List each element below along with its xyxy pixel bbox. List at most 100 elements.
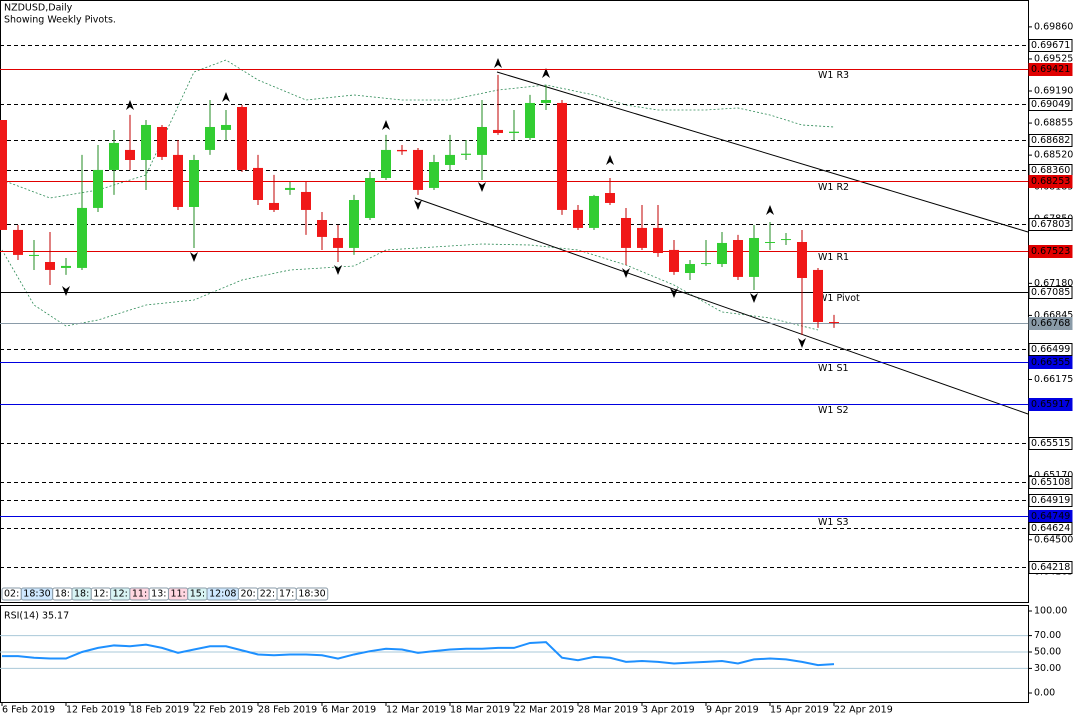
level-box xyxy=(1028,476,1073,489)
candle-body xyxy=(333,237,343,248)
level-box xyxy=(1028,218,1073,231)
channel xyxy=(414,71,1029,415)
x-tick-label: 22 Feb 2019 xyxy=(194,705,253,716)
level-box xyxy=(1028,494,1073,507)
y-tick-label: 0.68520 xyxy=(1034,150,1073,161)
y-tick-label: 0.66845 xyxy=(1034,310,1073,321)
candle-body xyxy=(621,217,631,248)
candle-body xyxy=(765,242,775,244)
candle-body xyxy=(397,149,407,152)
session-label: 18: xyxy=(55,589,70,600)
y-tick-label: 0.69190 xyxy=(1034,86,1073,97)
candle-body xyxy=(61,265,71,268)
level-label: 0.64218 xyxy=(1031,562,1070,573)
candle-body xyxy=(637,227,647,248)
level-label: 0.69421 xyxy=(1031,64,1070,75)
session-label: 11: xyxy=(170,589,185,600)
candle-body xyxy=(381,149,391,178)
level-label: 0.66768 xyxy=(1031,318,1070,329)
candle-body xyxy=(285,187,295,190)
envelope xyxy=(1,59,835,331)
session-label: 18:30 xyxy=(298,589,325,600)
candle-body xyxy=(0,119,7,230)
level-box xyxy=(1028,63,1073,76)
level-name: W1 R1 xyxy=(818,252,849,263)
candle-body xyxy=(45,262,55,270)
level-label: 0.66355 xyxy=(1031,357,1070,368)
x-tick-label: 18 Mar 2019 xyxy=(450,705,510,716)
session-label: 12:08 xyxy=(209,589,236,600)
y-tick-label: 30.00 xyxy=(1034,663,1061,674)
candle-body xyxy=(29,254,39,256)
fractals xyxy=(62,58,806,348)
candle-body xyxy=(429,162,439,188)
candle-body xyxy=(717,242,727,265)
x-tick-label: 6 Mar 2019 xyxy=(322,705,376,716)
x-tick-label: 12 Mar 2019 xyxy=(386,705,446,716)
level-box xyxy=(1028,245,1073,258)
level-label: 0.65515 xyxy=(1031,438,1070,449)
candle-body xyxy=(77,207,87,268)
level-label: 0.68360 xyxy=(1031,165,1070,176)
candle-body xyxy=(829,322,839,324)
session-label: 17: xyxy=(279,589,294,600)
candle-body xyxy=(189,159,199,207)
y-tick-label: 0.69525 xyxy=(1034,53,1073,64)
x-tick-label: 15 Apr 2019 xyxy=(770,705,829,716)
x-tick-label: 9 Apr 2019 xyxy=(706,705,759,716)
level-label: 0.65108 xyxy=(1031,477,1070,488)
rsi-title: RSI(14) 35.17 xyxy=(4,611,69,622)
level-label: 0.66499 xyxy=(1031,344,1070,355)
x-tick-label: 28 Feb 2019 xyxy=(258,705,317,716)
level-box xyxy=(1028,39,1073,52)
x-tick-label: 6 Feb 2019 xyxy=(2,705,55,716)
session-label: 13: xyxy=(151,589,166,600)
session-label: 18: xyxy=(74,589,89,600)
candle-body xyxy=(445,154,455,165)
level-label: 0.68682 xyxy=(1031,135,1070,146)
level-name: W1 R3 xyxy=(818,70,849,81)
candle-body xyxy=(733,239,743,277)
rsi-line xyxy=(2,641,835,667)
candle-body xyxy=(669,249,679,272)
level-box xyxy=(1028,134,1073,147)
session-label: 02: xyxy=(4,589,19,600)
level-label: 0.64624 xyxy=(1031,523,1070,534)
x-tick-label: 18 Feb 2019 xyxy=(130,705,189,716)
rsi-panel xyxy=(0,605,1029,703)
candle-body xyxy=(477,126,487,155)
candle-body xyxy=(685,264,695,274)
chart-subtitle: Showing Weekly Pivots. xyxy=(4,15,116,26)
candle-body xyxy=(349,199,359,248)
y-tick-label: 70.00 xyxy=(1034,630,1061,641)
level-label: 0.67523 xyxy=(1031,246,1070,257)
x-tick-label: 12 Feb 2019 xyxy=(66,705,125,716)
y-tick-label: 0.68855 xyxy=(1034,118,1073,129)
level-label: 0.67803 xyxy=(1031,219,1070,230)
level-box xyxy=(1028,343,1073,356)
x-tick-label: 22 Mar 2019 xyxy=(514,705,574,716)
y-tick-label: 0.64500 xyxy=(1034,534,1073,545)
session-label: 12: xyxy=(113,589,128,600)
candle-body xyxy=(605,193,615,203)
level-box xyxy=(1028,522,1073,535)
level-box xyxy=(1028,398,1073,411)
candle-body xyxy=(653,227,663,254)
level-name: W1 R2 xyxy=(818,182,849,193)
level-label: 0.64919 xyxy=(1031,495,1070,506)
candle-body xyxy=(749,237,759,277)
level-label: 0.68253 xyxy=(1031,176,1070,187)
y-tick-label: 0.66175 xyxy=(1034,374,1073,385)
level-label: 0.64749 xyxy=(1031,511,1070,522)
level-label: 0.65917 xyxy=(1031,399,1070,410)
y-tick-label: 0.00 xyxy=(1034,688,1055,699)
session-label: 22: xyxy=(260,589,275,600)
level-name: W1 S3 xyxy=(818,517,849,528)
level-name: W1 S1 xyxy=(818,363,849,374)
session-label: 11: xyxy=(132,589,147,600)
candle-body xyxy=(205,126,215,150)
candle-body xyxy=(781,239,791,241)
chart-title: NZDUSD,Daily xyxy=(4,3,73,14)
candle-body xyxy=(365,177,375,218)
candle-body xyxy=(797,242,807,278)
